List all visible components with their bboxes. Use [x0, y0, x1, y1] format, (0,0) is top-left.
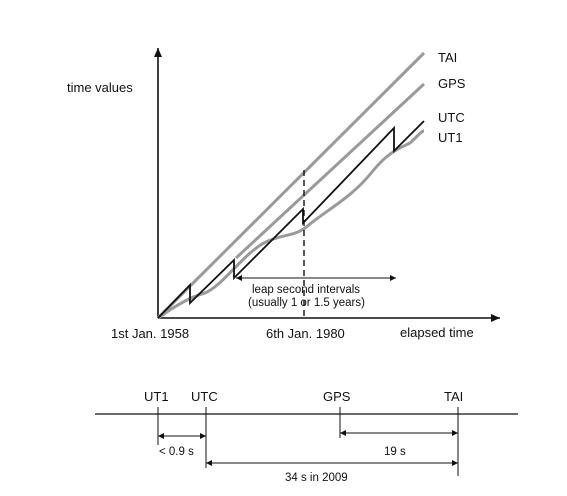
- utc-tai-offset: 34 s in 2009: [285, 472, 348, 484]
- tai-line: [156, 51, 426, 320]
- ut1-curve: [157, 129, 425, 320]
- gps-label: GPS: [438, 76, 466, 91]
- scale-gps-label: GPS: [323, 389, 351, 404]
- gps-epoch-label: 6th Jan. 1980: [266, 326, 345, 341]
- start-date-label: 1st Jan. 1958: [111, 326, 189, 341]
- y-axis-label: time values: [67, 80, 133, 95]
- gps-tai-offset: 19 s: [384, 446, 406, 458]
- interval-note-line2: (usually 1 or 1.5 years): [248, 297, 365, 309]
- tai-label: TAI: [438, 50, 457, 65]
- scale-ut1-label: UT1: [144, 389, 169, 404]
- ut1-utc-offset: < 0.9 s: [159, 446, 194, 458]
- interval-note-line1: leap second intervals: [252, 284, 360, 296]
- scale-utc-label: UTC: [191, 389, 218, 404]
- gps-line: [234, 82, 426, 260]
- x-axis-label: elapsed time: [400, 325, 474, 340]
- utc-sawtooth: [157, 120, 425, 319]
- ut1-label: UT1: [438, 130, 463, 145]
- scale-tai-label: TAI: [444, 389, 463, 404]
- utc-label: UTC: [438, 110, 465, 125]
